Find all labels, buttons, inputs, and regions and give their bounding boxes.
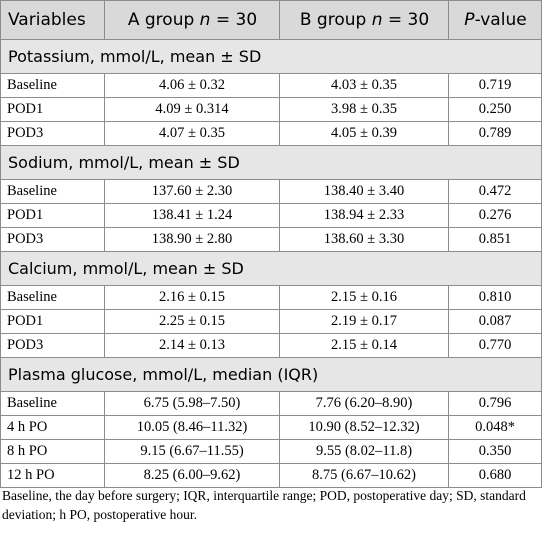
row-label: POD1 — [0, 309, 105, 334]
header-variables: Variables — [0, 0, 105, 40]
table-row: POD1 2.25 ± 0.15 2.19 ± 0.17 0.087 — [0, 309, 542, 334]
table-footnote: Baseline, the day before surgery; IQR, i… — [2, 488, 526, 522]
p-value: 0.350 — [448, 439, 542, 464]
row-label: POD1 — [0, 203, 105, 228]
section-header-row: Sodium, mmol/L, mean ± SD — [0, 145, 542, 180]
table-row: POD1 4.09 ± 0.314 3.98 ± 0.35 0.250 — [0, 97, 542, 122]
table-row: 12 h PO 8.25 (6.00–9.62) 8.75 (6.67–10.62)… — [0, 463, 542, 488]
table-row: POD3 4.07 ± 0.35 4.05 ± 0.39 0.789 — [0, 121, 542, 146]
header-group-b: B group n = 30 — [279, 0, 449, 40]
p-value: 0.719 — [448, 73, 542, 98]
header-p-value: P-value — [448, 0, 542, 40]
group-b-value: 8.75 (6.67–10.62) — [279, 463, 449, 488]
group-a-value: 2.16 ± 0.15 — [104, 285, 280, 310]
group-b-value: 2.15 ± 0.16 — [279, 285, 449, 310]
section-title: Plasma glucose, mmol/L, median (IQR) — [0, 357, 542, 392]
group-b-value: 4.03 ± 0.35 — [279, 73, 449, 98]
row-label: POD3 — [0, 227, 105, 252]
table-row: Baseline 2.16 ± 0.15 2.15 ± 0.16 0.810 — [0, 285, 542, 310]
table-row: Baseline 6.75 (5.98–7.50) 7.76 (6.20–8.90)… — [0, 391, 542, 416]
row-label: 12 h PO — [0, 463, 105, 488]
row-label: POD3 — [0, 121, 105, 146]
row-label: Baseline — [0, 391, 105, 416]
group-a-value: 2.14 ± 0.13 — [104, 333, 280, 358]
p-value: 0.048* — [448, 415, 542, 440]
group-b-value: 138.94 ± 2.33 — [279, 203, 449, 228]
group-b-value: 2.19 ± 0.17 — [279, 309, 449, 334]
table-row: POD3 2.14 ± 0.13 2.15 ± 0.14 0.770 — [0, 333, 542, 358]
row-label: 4 h PO — [0, 415, 105, 440]
group-a-value: 2.25 ± 0.15 — [104, 309, 280, 334]
header-row: Variables A group n = 30 B group n = 30 … — [0, 0, 542, 40]
header-group-a: A group n = 30 — [104, 0, 280, 40]
p-value: 0.276 — [448, 203, 542, 228]
row-label: 8 h PO — [0, 439, 105, 464]
row-label: Baseline — [0, 73, 105, 98]
section-header-row: Potassium, mmol/L, mean ± SD — [0, 39, 542, 74]
section-title: Sodium, mmol/L, mean ± SD — [0, 145, 542, 180]
group-a-value: 4.07 ± 0.35 — [104, 121, 280, 146]
row-label: POD3 — [0, 333, 105, 358]
group-b-value: 10.90 (8.52–12.32) — [279, 415, 449, 440]
group-a-value: 8.25 (6.00–9.62) — [104, 463, 280, 488]
p-value: 0.796 — [448, 391, 542, 416]
group-a-value: 4.09 ± 0.314 — [104, 97, 280, 122]
p-value: 0.087 — [448, 309, 542, 334]
results-table: Variables A group n = 30 B group n = 30 … — [0, 0, 542, 488]
group-b-value: 138.60 ± 3.30 — [279, 227, 449, 252]
section-header-row: Calcium, mmol/L, mean ± SD — [0, 251, 542, 286]
p-value: 0.789 — [448, 121, 542, 146]
group-b-value: 2.15 ± 0.14 — [279, 333, 449, 358]
p-value: 0.680 — [448, 463, 542, 488]
table-row: 8 h PO 9.15 (6.67–11.55) 9.55 (8.02–11.8) 0… — [0, 439, 542, 464]
group-b-value: 4.05 ± 0.39 — [279, 121, 449, 146]
group-a-value: 4.06 ± 0.32 — [104, 73, 280, 98]
section-title: Potassium, mmol/L, mean ± SD — [0, 39, 542, 74]
table-row: POD1 138.41 ± 1.24 138.94 ± 2.33 0.276 — [0, 203, 542, 228]
p-value: 0.851 — [448, 227, 542, 252]
group-a-value: 138.90 ± 2.80 — [104, 227, 280, 252]
group-b-value: 7.76 (6.20–8.90) — [279, 391, 449, 416]
table-row: Baseline 137.60 ± 2.30 138.40 ± 3.40 0.472 — [0, 179, 542, 204]
row-label: POD1 — [0, 97, 105, 122]
row-label: Baseline — [0, 179, 105, 204]
table-row: 4 h PO 10.05 (8.46–11.32) 10.90 (8.52–12.3… — [0, 415, 542, 440]
group-a-value: 137.60 ± 2.30 — [104, 179, 280, 204]
table-row: POD3 138.90 ± 2.80 138.60 ± 3.30 0.851 — [0, 227, 542, 252]
row-label: Baseline — [0, 285, 105, 310]
group-a-value: 6.75 (5.98–7.50) — [104, 391, 280, 416]
p-value: 0.250 — [448, 97, 542, 122]
p-value: 0.810 — [448, 285, 542, 310]
p-value: 0.472 — [448, 179, 542, 204]
group-a-value: 10.05 (8.46–11.32) — [104, 415, 280, 440]
group-b-value: 3.98 ± 0.35 — [279, 97, 449, 122]
group-a-value: 138.41 ± 1.24 — [104, 203, 280, 228]
table-row: Baseline 4.06 ± 0.32 4.03 ± 0.35 0.719 — [0, 73, 542, 98]
p-value: 0.770 — [448, 333, 542, 358]
section-title: Calcium, mmol/L, mean ± SD — [0, 251, 542, 286]
group-b-value: 9.55 (8.02–11.8) — [279, 439, 449, 464]
section-header-row: Plasma glucose, mmol/L, median (IQR) — [0, 357, 542, 392]
group-a-value: 9.15 (6.67–11.55) — [104, 439, 280, 464]
group-b-value: 138.40 ± 3.40 — [279, 179, 449, 204]
